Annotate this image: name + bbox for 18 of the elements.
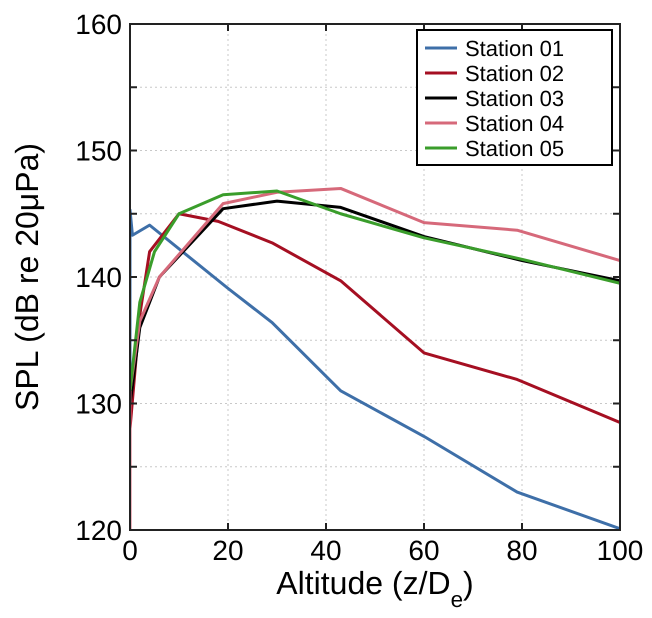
y-tick-label: 150 (75, 136, 122, 166)
x-tick-label: 40 (310, 535, 342, 566)
legend-label: Station 05 (465, 136, 564, 161)
y-tick-label: 140 (75, 262, 122, 293)
x-tick-label: 20 (212, 535, 244, 566)
y-tick-label: 130 (75, 388, 122, 420)
legend-label: Station 04 (465, 111, 564, 136)
x-tick-label: 100 (596, 535, 644, 566)
legend-label: Station 02 (465, 61, 564, 86)
y-axis-title: SPL (dB re 20μPa) (9, 142, 45, 412)
legend-label: Station 01 (465, 36, 564, 61)
x-tick-label: 0 (122, 535, 138, 566)
x-tick-label: 60 (408, 535, 440, 566)
legend-label: Station 03 (465, 86, 564, 111)
x-tick-label: 80 (506, 535, 538, 566)
y-tick-label: 120 (75, 515, 122, 546)
y-tick-label: 160 (75, 9, 122, 40)
x-axis-title: Altitude (z/D$_{e}$) (276, 565, 474, 612)
